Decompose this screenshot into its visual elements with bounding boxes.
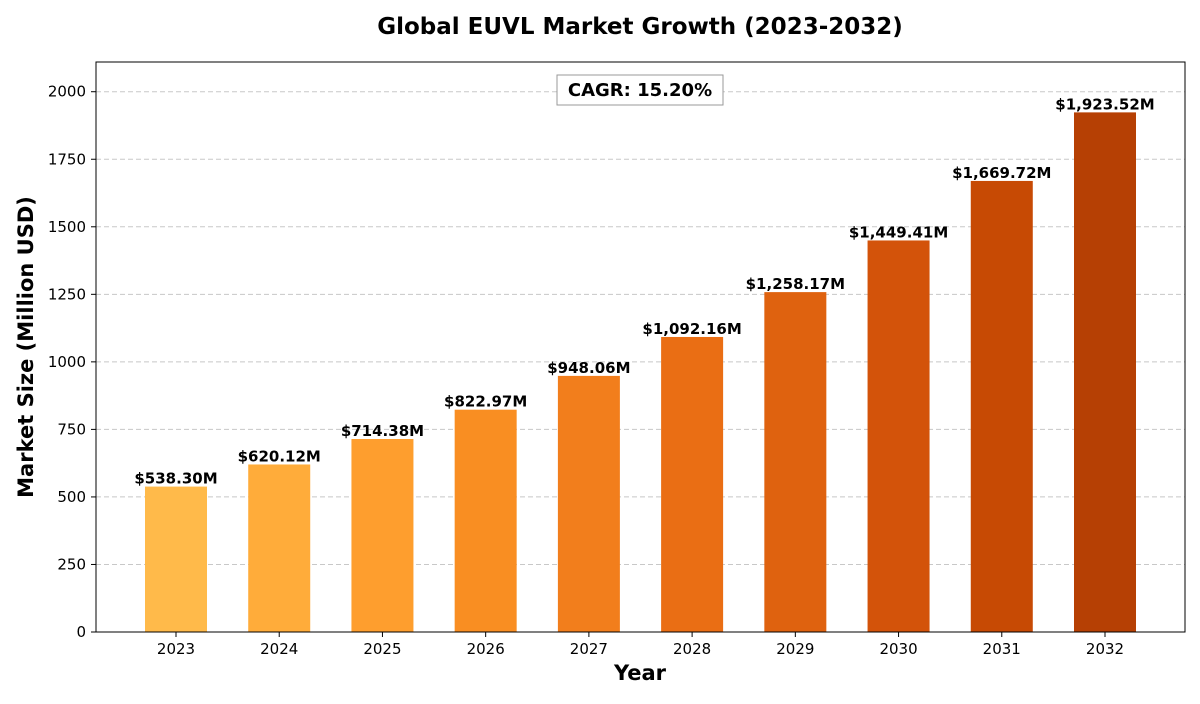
y-tick-label-1000: 1000 (48, 353, 86, 371)
x-tick-label-2028: 2028 (673, 640, 711, 658)
bar-label-2023: $538.30M (134, 470, 217, 488)
y-axis-ticks: 0 250 500 750 1000 1250 1500 1750 2000 (48, 83, 96, 641)
bar-label-2030: $1,449.41M (849, 223, 948, 241)
plot-frame (95, 61, 1186, 633)
y-tick-label-250: 250 (57, 555, 86, 573)
bar-2032 (1074, 112, 1136, 633)
y-tick-label-750: 750 (57, 420, 86, 438)
bar-2030 (867, 240, 930, 632)
x-tick-label-2030: 2030 (879, 640, 917, 658)
x-tick-label-2025: 2025 (363, 640, 401, 658)
x-tick-label-2031: 2031 (983, 640, 1021, 658)
bar-label-2024: $620.12M (238, 447, 321, 465)
bar-2027 (557, 375, 620, 632)
bar-label-2026: $822.97M (444, 393, 527, 411)
x-tick-label-2026: 2026 (467, 640, 505, 658)
y-tick-label-1500: 1500 (48, 218, 86, 236)
bar-label-2031: $1,669.72M (952, 164, 1051, 182)
y-tick-label-1250: 1250 (48, 285, 86, 303)
x-tick-label-2024: 2024 (260, 640, 298, 658)
x-axis-label: Year (613, 661, 667, 685)
cagr-annotation-text: CAGR: 15.20% (568, 80, 712, 101)
cagr-annotation: CAGR: 15.20% (556, 74, 724, 106)
x-tick-label-2032: 2032 (1086, 640, 1124, 658)
x-tick-label-2029: 2029 (776, 640, 814, 658)
bar-label-2032: $1,923.52M (1055, 95, 1154, 113)
bar-2025 (351, 439, 414, 632)
x-tick-label-2023: 2023 (157, 640, 195, 658)
bar-2029 (764, 292, 827, 632)
bar-labels: $538.30M $620.12M $714.38M $822.97M $948.06M… (134, 95, 1154, 487)
bar-2026 (454, 409, 517, 632)
cagr-annotation-box (556, 74, 724, 106)
x-tick-label-2027: 2027 (570, 640, 608, 658)
bar-2023 (145, 486, 207, 632)
bar-2031 (970, 180, 1033, 632)
y-tick-label-2000: 2000 (48, 83, 86, 101)
chart-title: Global EUVL Market Growth (2023-2032) (377, 14, 903, 40)
bar-2028 (661, 336, 724, 632)
bar-label-2029: $1,258.17M (746, 275, 845, 293)
bar-label-2027: $948.06M (547, 359, 630, 377)
y-tick-label-500: 500 (57, 488, 86, 506)
bar-2024 (248, 464, 311, 632)
y-axis-label: Market Size (Million USD) (14, 196, 38, 498)
bar-label-2028: $1,092.16M (642, 320, 741, 338)
y-tick-label-1750: 1750 (48, 150, 86, 168)
y-tick-label-0: 0 (76, 623, 86, 641)
bar-label-2025: $714.38M (341, 422, 424, 440)
x-axis-ticks: 2023 2024 2025 2026 2027 2028 2029 2030 2031 2032 (157, 632, 1124, 658)
bars (145, 112, 1136, 633)
